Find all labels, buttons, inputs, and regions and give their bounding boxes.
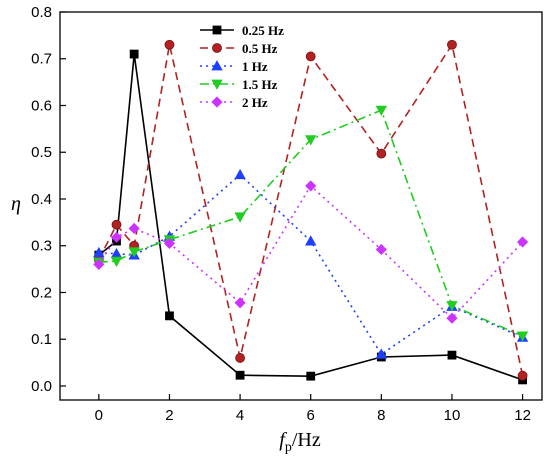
y-axis-title: η: [11, 193, 21, 215]
data-point: [128, 247, 140, 258]
y-tick-label: 0.2: [31, 284, 52, 301]
x-tick-label: 10: [444, 407, 461, 424]
data-point: [164, 39, 175, 50]
data-point: [234, 297, 246, 309]
series-1: [93, 39, 528, 381]
data-point: [447, 39, 457, 50]
data-point: [235, 353, 245, 363]
x-tick-label: 2: [165, 407, 173, 424]
data-point: [306, 371, 316, 381]
data-point: [128, 222, 140, 235]
data-point: [516, 331, 529, 342]
plot-frame: [59, 11, 543, 401]
x-tick-label: 12: [514, 407, 531, 424]
data-point: [110, 247, 123, 259]
legend: 0.25 Hz 0.5 Hz 1 Hz 1.5 Hz 2 Hz: [200, 23, 284, 110]
y-tick-label: 0.5: [31, 144, 52, 161]
data-point: [110, 231, 123, 243]
data-point: [305, 135, 317, 146]
data-point: [234, 168, 246, 180]
data-point: [305, 235, 317, 246]
data-point: [111, 219, 122, 230]
legend-marker: [212, 43, 222, 53]
y-axis: 0.0 0.1 0.2 0.3 0.4 0.5 0.6 0.7 0.8: [31, 4, 66, 395]
legend-label: 0.5 Hz: [242, 41, 278, 56]
series-layer: [93, 39, 529, 385]
series-3: [93, 105, 529, 342]
legend-label: 1.5 Hz: [242, 77, 278, 92]
data-point: [375, 348, 388, 359]
y-tick-label: 0.3: [31, 238, 52, 255]
x-axis: 0 2 4 6 8 10 12: [95, 394, 531, 424]
data-point: [375, 243, 387, 256]
series-2: [93, 168, 529, 359]
data-point: [163, 237, 176, 249]
series-line: [98, 109, 523, 337]
y-tick-label: 0.7: [31, 51, 52, 68]
series-line: [98, 42, 524, 376]
y-tick-label: 0.4: [31, 191, 52, 208]
legend-marker: [212, 25, 222, 35]
data-point: [446, 312, 458, 324]
data-point: [517, 370, 528, 381]
data-point: [517, 236, 529, 248]
data-point: [446, 301, 458, 312]
data-point: [93, 246, 105, 258]
x-tick-label: 0: [95, 407, 103, 424]
x-tick-label: 4: [236, 407, 244, 424]
series-line: [98, 184, 524, 320]
legend-marker: [211, 79, 223, 90]
legend-label: 1 Hz: [242, 59, 268, 74]
y-tick-label: 0.6: [31, 97, 52, 114]
legend-label: 2 Hz: [242, 95, 268, 110]
data-point: [305, 51, 316, 62]
legend-label: 0.25 Hz: [242, 23, 284, 38]
data-point: [235, 370, 245, 380]
data-point: [447, 350, 457, 360]
data-point: [376, 148, 387, 159]
x-axis-title-main: f: [279, 429, 287, 451]
x-axis-title: fp/Hz: [279, 429, 321, 455]
data-point: [110, 256, 123, 267]
data-point: [305, 180, 317, 192]
series-4: [93, 180, 529, 324]
y-tick-label: 0.1: [31, 331, 52, 348]
y-tick-label: 0.0: [31, 378, 52, 395]
data-point: [375, 105, 388, 116]
y-tick-label: 0.8: [31, 4, 52, 21]
x-axis-title-unit: /Hz: [292, 429, 321, 451]
x-axis-title-sub: p: [285, 440, 292, 455]
x-tick-label: 8: [377, 407, 385, 424]
legend-marker: [211, 60, 223, 71]
series-line: [98, 53, 523, 381]
x-tick-label: 6: [307, 407, 315, 424]
data-point: [234, 212, 246, 223]
data-point: [93, 258, 105, 270]
legend-marker: [211, 96, 223, 108]
data-point: [129, 49, 139, 59]
data-point: [165, 311, 174, 321]
